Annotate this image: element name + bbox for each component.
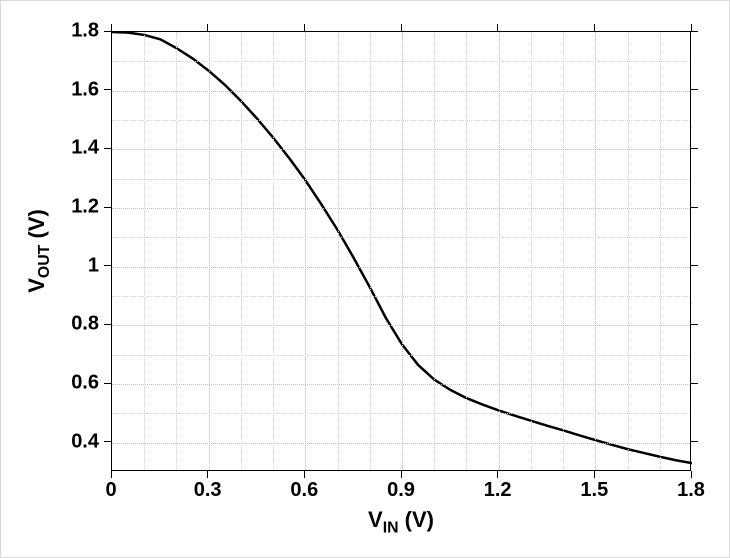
- x-axis-label-main: V: [368, 507, 383, 532]
- grid-minor-v: [660, 32, 661, 470]
- y-tick-label: 1.8: [71, 20, 99, 43]
- y-tick: [104, 324, 111, 325]
- y-tick: [104, 148, 111, 149]
- x-tick-label: 0.3: [194, 479, 222, 502]
- x-tick: [401, 471, 402, 478]
- y-tick-label: 0.8: [71, 313, 99, 336]
- grid-minor-h: [112, 120, 690, 121]
- y-tick: [691, 441, 698, 442]
- x-axis-label-unit: (V): [399, 507, 434, 532]
- y-tick: [691, 31, 698, 32]
- grid-major-v: [209, 32, 210, 470]
- y-tick: [104, 207, 111, 208]
- grid-minor-v: [241, 32, 242, 470]
- grid-major-h: [112, 208, 690, 209]
- x-tick: [207, 24, 208, 31]
- grid-major-h: [112, 384, 690, 385]
- grid-major-h: [112, 325, 690, 326]
- grid-minor-h: [112, 61, 690, 62]
- y-tick: [691, 207, 698, 208]
- plot-area: [111, 31, 691, 471]
- grid-major-v: [305, 32, 306, 470]
- x-tick: [304, 471, 305, 478]
- x-tick-label: 1.8: [677, 479, 705, 502]
- grid-major-h: [112, 91, 690, 92]
- y-tick-label: 1.4: [71, 137, 99, 160]
- y-tick: [104, 383, 111, 384]
- grid-minor-v: [273, 32, 274, 470]
- x-tick: [497, 24, 498, 31]
- grid-major-h: [112, 149, 690, 150]
- x-tick: [594, 471, 595, 478]
- y-axis-label-sub: OUT: [36, 245, 53, 278]
- grid-minor-h: [112, 237, 690, 238]
- y-tick: [104, 31, 111, 32]
- grid-major-h: [112, 443, 690, 444]
- y-tick: [104, 89, 111, 90]
- grid-minor-h: [112, 413, 690, 414]
- y-tick: [691, 383, 698, 384]
- x-tick-label: 0.6: [290, 479, 318, 502]
- y-tick: [691, 265, 698, 266]
- y-axis-label-unit: (V): [24, 209, 49, 244]
- y-tick-label: 1.2: [71, 196, 99, 219]
- grid-minor-v: [338, 32, 339, 470]
- grid-major-v: [499, 32, 500, 470]
- y-axis-label-main: V: [24, 278, 49, 293]
- y-tick: [104, 265, 111, 266]
- grid-minor-v: [466, 32, 467, 470]
- grid-minor-h: [112, 355, 690, 356]
- x-tick: [691, 471, 692, 478]
- x-tick: [304, 24, 305, 31]
- x-axis-label: VIN (V): [368, 507, 434, 537]
- y-tick: [104, 441, 111, 442]
- y-axis-label: VOUT (V): [24, 209, 54, 293]
- x-tick-label: 1.2: [484, 479, 512, 502]
- x-tick: [207, 471, 208, 478]
- x-axis-label-sub: IN: [383, 519, 399, 536]
- y-tick: [691, 89, 698, 90]
- grid-minor-v: [370, 32, 371, 470]
- grid-major-h: [112, 267, 690, 268]
- x-tick-label: 0.9: [387, 479, 415, 502]
- x-tick: [594, 24, 595, 31]
- y-tick-label: 1.6: [71, 78, 99, 101]
- grid-minor-h: [112, 296, 690, 297]
- grid-minor-v: [628, 32, 629, 470]
- grid-minor-h: [112, 179, 690, 180]
- x-tick: [497, 471, 498, 478]
- grid-minor-v: [434, 32, 435, 470]
- x-tick: [401, 24, 402, 31]
- x-tick-label: 1.5: [580, 479, 608, 502]
- grid-minor-v: [563, 32, 564, 470]
- grid-minor-v: [176, 32, 177, 470]
- y-tick: [691, 324, 698, 325]
- x-tick: [111, 471, 112, 478]
- y-tick: [691, 148, 698, 149]
- y-tick-label: 1: [88, 254, 99, 277]
- y-tick-label: 0.4: [71, 430, 99, 453]
- y-tick-label: 0.6: [71, 372, 99, 395]
- grid-minor-v: [144, 32, 145, 470]
- grid-minor-v: [531, 32, 532, 470]
- chart-container: VIN (V) VOUT (V) 00.30.60.91.21.51.80.40…: [0, 0, 730, 558]
- grid-major-v: [402, 32, 403, 470]
- grid-major-v: [595, 32, 596, 470]
- x-tick-label: 0: [105, 479, 116, 502]
